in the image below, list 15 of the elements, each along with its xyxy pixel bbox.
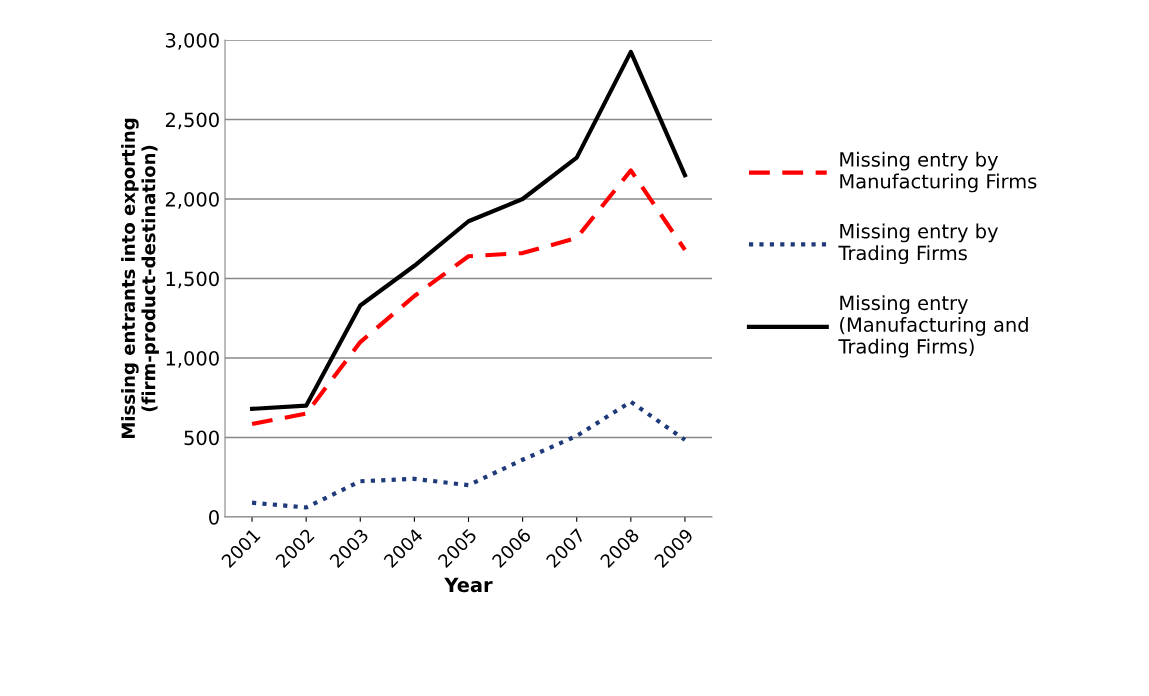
line-series <box>249 168 688 427</box>
line-series <box>249 49 688 411</box>
y-tick-label: 1,000 <box>166 350 219 368</box>
legend-label: Missing entry (Manufacturing and Trading Firms) <box>838 295 1028 358</box>
y-tick-label: 2,500 <box>165 112 219 130</box>
legend-label: Missing entry by Manufacturing Firms <box>840 151 1037 193</box>
y-tick-label: 1,500 <box>166 271 219 289</box>
y-tick-label: 3,000 <box>165 32 219 50</box>
y-tick-label: 0 <box>209 509 219 525</box>
y-tick-label: 500 <box>184 430 219 446</box>
y-axis-title: Missing entrants into exporting (firm-product-destination) <box>121 118 159 438</box>
y-tick-label: 2,000 <box>165 191 219 209</box>
line-series <box>249 399 688 510</box>
x-axis-title: Year <box>444 577 493 593</box>
legend-label: Missing entry by Trading Firms <box>838 223 998 265</box>
